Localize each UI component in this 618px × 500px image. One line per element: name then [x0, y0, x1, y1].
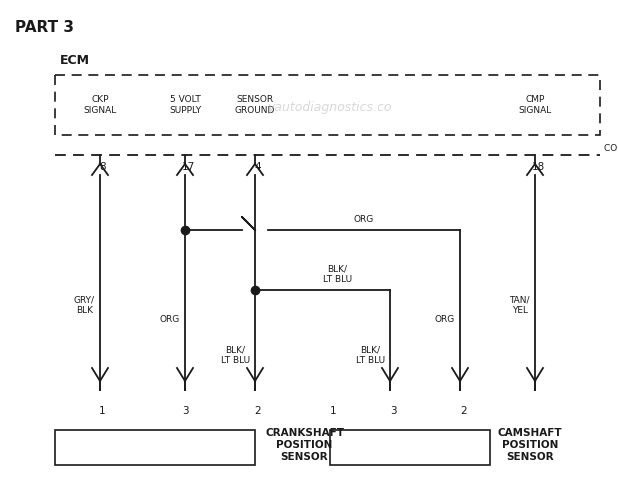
Text: BLK/
LT BLU: BLK/ LT BLU: [356, 346, 385, 364]
Text: ORG: ORG: [159, 316, 180, 324]
Text: yautodiagnostics.co: yautodiagnostics.co: [268, 102, 392, 114]
Text: SENSOR
GROUND: SENSOR GROUND: [235, 96, 275, 114]
Text: 17: 17: [182, 162, 195, 172]
Text: CRANKSHAFT
POSITION
SENSOR: CRANKSHAFT POSITION SENSOR: [265, 428, 344, 462]
Text: 2: 2: [254, 406, 261, 416]
Text: CKP
SIGNAL: CKP SIGNAL: [83, 96, 117, 114]
Text: PART 3: PART 3: [15, 20, 74, 35]
Text: CMP
SIGNAL: CMP SIGNAL: [519, 96, 552, 114]
Text: ORG: ORG: [354, 215, 374, 224]
Bar: [330, 430, 490, 465]
Bar: [55, 75, 600, 135]
Text: GRY/
BLK: GRY/ BLK: [74, 296, 95, 314]
Text: 3: 3: [182, 406, 188, 416]
Bar: [55, 430, 255, 465]
Text: ECM: ECM: [60, 54, 90, 67]
Text: ORG: ORG: [434, 316, 455, 324]
Text: CONN. 1: CONN. 1: [604, 144, 618, 153]
Text: BLK/
LT BLU: BLK/ LT BLU: [221, 346, 250, 364]
Text: 1: 1: [99, 406, 106, 416]
Text: 2: 2: [460, 406, 467, 416]
Text: BLK/
LT BLU: BLK/ LT BLU: [323, 264, 352, 284]
Text: 1: 1: [330, 406, 337, 416]
Text: 5 VOLT
SUPPLY: 5 VOLT SUPPLY: [169, 96, 201, 114]
Text: CAMSHAFT
POSITION
SENSOR: CAMSHAFT POSITION SENSOR: [498, 428, 562, 462]
Text: 4: 4: [254, 162, 261, 172]
Text: 8: 8: [99, 162, 106, 172]
Text: TAN/
YEL: TAN/ YEL: [509, 296, 530, 314]
Text: 18: 18: [532, 162, 545, 172]
Text: 3: 3: [390, 406, 397, 416]
